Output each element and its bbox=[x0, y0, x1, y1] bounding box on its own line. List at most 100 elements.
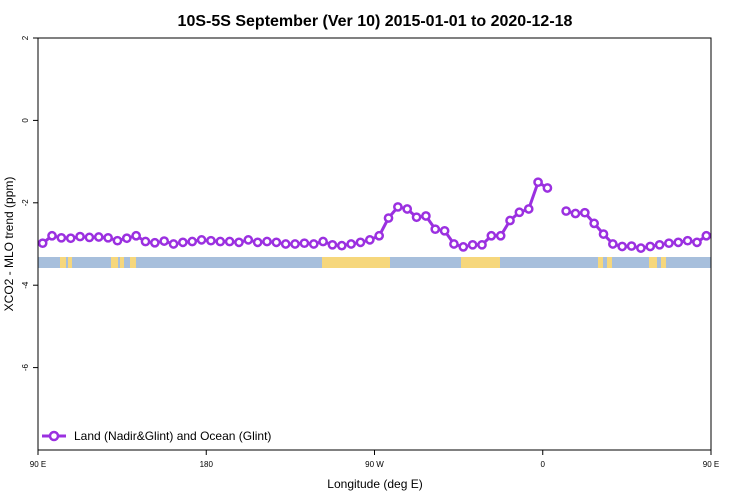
y-axis-label: XCO2 - MLO trend (ppm) bbox=[2, 177, 16, 312]
data-point bbox=[608, 239, 618, 249]
data-point bbox=[140, 236, 151, 247]
data-point bbox=[299, 238, 310, 249]
data-point bbox=[505, 215, 515, 226]
data-point bbox=[103, 232, 113, 243]
data-point bbox=[402, 204, 413, 214]
data-point bbox=[570, 208, 581, 219]
data-point bbox=[617, 241, 628, 252]
legend: Land (Nadir&Glint) and Ocean (Glint) bbox=[42, 429, 271, 443]
data-point bbox=[542, 183, 553, 193]
data-point bbox=[243, 235, 254, 245]
land-band bbox=[111, 257, 118, 268]
data-point bbox=[149, 237, 160, 248]
data-point bbox=[271, 237, 282, 248]
data-point bbox=[439, 225, 450, 236]
y-axis: 2 0 -2 -4 -6 bbox=[21, 35, 38, 371]
data-point bbox=[449, 239, 459, 249]
land-band bbox=[649, 257, 657, 268]
data-point bbox=[673, 237, 684, 248]
y-tick-label: -6 bbox=[21, 363, 30, 371]
y-tick-label: -4 bbox=[21, 281, 30, 289]
data-point bbox=[168, 239, 179, 249]
x-axis: 90 E 180 90 W 0 90 E bbox=[30, 450, 719, 469]
data-point bbox=[430, 224, 441, 235]
data-point bbox=[65, 233, 76, 244]
data-point bbox=[131, 230, 141, 241]
data-point bbox=[486, 230, 497, 241]
series-layer bbox=[37, 177, 712, 253]
data-point bbox=[56, 232, 67, 243]
data-point bbox=[37, 238, 48, 249]
data-point bbox=[196, 235, 207, 245]
x-tick-label: 90 W bbox=[365, 460, 384, 469]
y-tick-label: -2 bbox=[21, 199, 30, 207]
x-axis-label: Longitude (deg E) bbox=[327, 477, 422, 491]
y-tick-label: 2 bbox=[21, 35, 30, 40]
data-point bbox=[467, 239, 478, 250]
land-band bbox=[322, 257, 390, 268]
land-band bbox=[120, 257, 124, 268]
legend-entry-label: Land (Nadir&Glint) and Ocean (Glint) bbox=[74, 429, 271, 443]
data-point bbox=[393, 202, 403, 212]
data-point bbox=[598, 229, 609, 239]
data-point bbox=[636, 243, 646, 253]
legend-marker-swatch bbox=[48, 430, 60, 442]
land-band bbox=[661, 257, 666, 268]
data-point bbox=[234, 237, 244, 248]
x-tick-label: 90 E bbox=[30, 460, 46, 469]
data-point bbox=[458, 242, 469, 252]
data-point bbox=[421, 211, 431, 221]
data-point bbox=[383, 213, 394, 223]
data-point bbox=[346, 239, 356, 249]
data-point bbox=[159, 236, 170, 246]
x-tick-label: 0 bbox=[541, 460, 546, 469]
data-point bbox=[561, 206, 571, 216]
data-point bbox=[112, 235, 123, 246]
data-point bbox=[84, 232, 95, 243]
data-point bbox=[589, 218, 600, 229]
land-band bbox=[607, 257, 612, 268]
data-point bbox=[495, 230, 506, 241]
data-point bbox=[280, 239, 291, 249]
data-point bbox=[364, 235, 375, 245]
data-point bbox=[682, 235, 693, 246]
data-point bbox=[252, 237, 263, 248]
land-band bbox=[598, 257, 603, 268]
data-point bbox=[308, 239, 319, 249]
data-point bbox=[327, 239, 338, 250]
data-point bbox=[355, 237, 366, 248]
x-tick-label: 90 E bbox=[703, 460, 719, 469]
data-point bbox=[701, 230, 712, 241]
land-band bbox=[60, 257, 66, 268]
data-point bbox=[75, 231, 85, 242]
land-band bbox=[68, 257, 72, 268]
data-point bbox=[121, 233, 132, 244]
data-point bbox=[411, 212, 422, 223]
data-point bbox=[579, 207, 590, 218]
data-point bbox=[664, 238, 674, 249]
data-point bbox=[533, 177, 543, 188]
land-band bbox=[130, 257, 136, 268]
data-point bbox=[206, 235, 216, 246]
data-point bbox=[514, 207, 525, 218]
x-tick-label: 180 bbox=[200, 460, 214, 469]
land-band bbox=[461, 257, 500, 268]
data-point bbox=[374, 230, 385, 241]
y-tick-label: 0 bbox=[21, 118, 30, 123]
data-point bbox=[654, 239, 665, 250]
data-point bbox=[290, 239, 300, 249]
data-point bbox=[47, 230, 57, 241]
data-point bbox=[336, 240, 347, 251]
land-ocean-strip bbox=[38, 257, 711, 268]
data-point bbox=[318, 236, 328, 247]
data-point bbox=[523, 204, 534, 214]
data-point bbox=[224, 236, 235, 247]
data-point bbox=[692, 237, 702, 248]
data-point bbox=[645, 241, 656, 252]
data-point bbox=[93, 232, 104, 242]
chart-title: 10S-5S September (Ver 10) 2015-01-01 to … bbox=[178, 13, 573, 30]
data-point bbox=[477, 239, 487, 250]
data-point bbox=[262, 236, 272, 247]
data-point bbox=[187, 236, 198, 247]
